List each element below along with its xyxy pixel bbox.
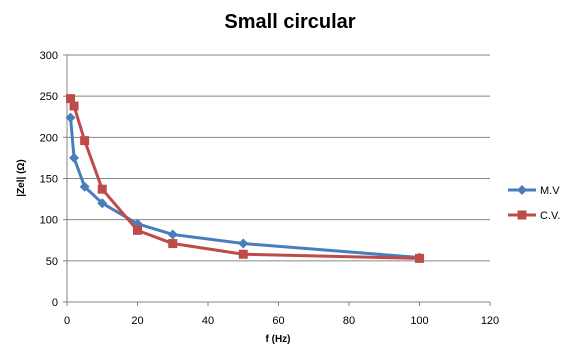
y-tick-label: 100 [40,215,58,227]
x-tick-label: 60 [272,315,284,327]
x-tick-label: 20 [131,315,143,327]
y-axis-title: |Zel| (Ω) [16,159,27,197]
data-point [97,198,108,209]
data-point [168,239,178,249]
chart-title: Small circular [224,11,355,33]
y-ticks: 0 50 100 150 200 250 300 [40,50,67,309]
legend-item: M.V [508,185,560,197]
legend-item: C.V. [508,210,560,222]
legend-marker [517,185,527,195]
grid [67,54,490,262]
series-line [69,97,420,260]
data-point [133,225,142,235]
data-point [69,101,79,111]
x-axis-title: f (Hz) [266,334,291,345]
data-point [69,152,80,163]
x-tick-label: 40 [202,315,214,327]
series-1 [65,112,425,263]
y-tick-label: 0 [52,297,58,309]
data-point [238,249,248,259]
data-point [65,112,76,123]
legend-label: M.V [540,185,560,197]
x-tick-label: 80 [343,315,355,327]
y-tick-label: 250 [40,91,58,103]
legend-label: C.V. [540,210,560,222]
legend: M.V C.V. [508,185,560,222]
x-ticks: 0 20 40 60 80 100 120 [64,302,499,327]
x-tick-label: 100 [410,315,428,327]
data-point [80,136,90,146]
data-point [97,184,107,194]
series-2 [66,94,424,263]
data-point [66,94,76,104]
data-point [238,238,249,249]
legend-marker [517,210,527,220]
data-point [415,253,424,263]
y-tick-label: 200 [40,132,58,144]
y-tick-label: 150 [40,174,58,186]
data-point [167,229,178,240]
data-point [79,181,90,192]
series-line [69,117,420,260]
x-tick-label: 120 [481,315,499,327]
y-tick-label: 300 [40,50,58,62]
y-tick-label: 50 [46,256,58,268]
series-group [65,94,425,263]
x-tick-label: 0 [64,315,70,327]
